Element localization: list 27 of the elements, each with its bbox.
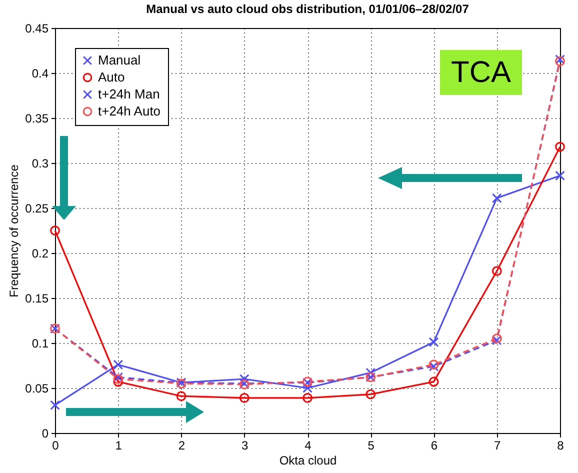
y-tick-label: 0.25 — [25, 202, 49, 216]
x-tick-label: 7 — [494, 438, 502, 452]
y-tick-label: 0.05 — [25, 382, 49, 396]
y-tick-label: 0.3 — [32, 156, 49, 170]
legend-label: Auto — [98, 70, 125, 84]
y-tick-label: 0.45 — [25, 22, 49, 36]
legend-label: t+24h Auto — [98, 104, 161, 118]
x-tick-label: 6 — [430, 438, 438, 452]
y-tick-label: 0.35 — [25, 112, 49, 126]
x-tick-label: 2 — [178, 438, 186, 452]
y-tick-label: 0 — [42, 426, 49, 440]
legend-label: Manual — [98, 52, 141, 68]
x-tick-label: 1 — [115, 438, 122, 452]
y-tick-label: 0.15 — [25, 292, 49, 306]
chart-title: Manual vs auto cloud obs distribution, 01/01/06–28/02/07 — [146, 2, 470, 16]
y-axis-title: Frequency of occurrence — [7, 164, 22, 298]
annotation: TCA — [440, 50, 522, 95]
x-axis-title: Okta cloud — [279, 454, 337, 468]
y-tick-label: 0.4 — [32, 66, 49, 80]
legend-label: t+24h Man — [98, 86, 160, 102]
x-tick-label: 0 — [52, 438, 60, 452]
y-tick-label: 0.1 — [32, 336, 49, 350]
x-tick-label: 5 — [368, 438, 375, 452]
x-tick-label: 4 — [304, 438, 312, 452]
x-tick-label: 3 — [242, 438, 249, 452]
x-tick-label: 8 — [557, 438, 564, 452]
y-tick-label: 0.2 — [32, 246, 49, 260]
